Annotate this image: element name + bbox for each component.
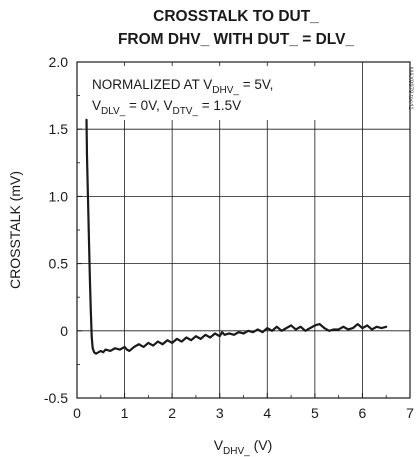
x-tick-label: 1 [121,405,129,421]
y-tick-label: -0.5 [44,390,68,406]
y-axis-label: CROSSTALK (mV) [7,171,23,289]
x-tick-label: 0 [73,405,81,421]
annotation-line-2-v1: V [92,98,101,113]
annotation-line-1-prefix: NORMALIZED AT V [92,77,212,92]
y-tick-label: 0.5 [49,256,69,272]
annotation-line-2: VDLV_ = 0V, VDTV_ = 1.5V [92,98,241,117]
y-tick-label: 2.0 [49,54,69,70]
x-axis-label-main: V [214,437,224,453]
y-axis-ticks: -0.5 0 0.5 1.0 1.5 2.0 [44,54,82,406]
x-axis-ticks: 0 1 2 3 4 5 6 7 [73,393,414,421]
x-tick-label: 2 [168,405,176,421]
x-tick-label: 6 [359,405,367,421]
y-tick-label: 0 [60,323,68,339]
x-tick-label: 4 [263,405,271,421]
annotation-line-1-suffix: = 5V, [239,77,273,92]
y-tick-label: 1.0 [49,188,69,204]
x-axis-label: VDHV_ (V) [214,437,273,457]
y-tick-label: 1.5 [49,121,69,137]
chart-title-line-2: FROM DHV_ WITH DUT_ = DLV_ [118,31,354,48]
x-tick-label: 3 [216,405,224,421]
annotation-line-1: NORMALIZED AT VDHV_ = 5V, [92,77,273,96]
x-tick-label: 5 [311,405,319,421]
annotation-line-1-subscript: DHV_ [212,85,239,96]
x-axis-label-subscript: DHV_ [223,446,250,457]
annotation-line-2-subscript-2: DTV_ [172,106,198,117]
x-axis-label-unit: (V) [250,437,273,453]
x-tick-label: 7 [406,405,414,421]
annotation-background [84,66,316,120]
annotation-line-2-subscript-1: DLV_ [101,106,126,117]
chart-title-line-1: CROSSTALK TO DUT_ [153,8,319,25]
annotation-line-2-mid: = 0V, V [125,98,172,113]
series-line [85,118,388,355]
annotation-line-2-suffix: = 1.5V [198,98,241,113]
part-number-watermark: MAX9979 toc41 [407,67,413,110]
